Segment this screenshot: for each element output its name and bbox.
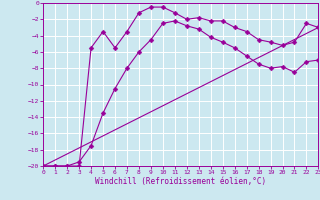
X-axis label: Windchill (Refroidissement éolien,°C): Windchill (Refroidissement éolien,°C) (95, 177, 266, 186)
